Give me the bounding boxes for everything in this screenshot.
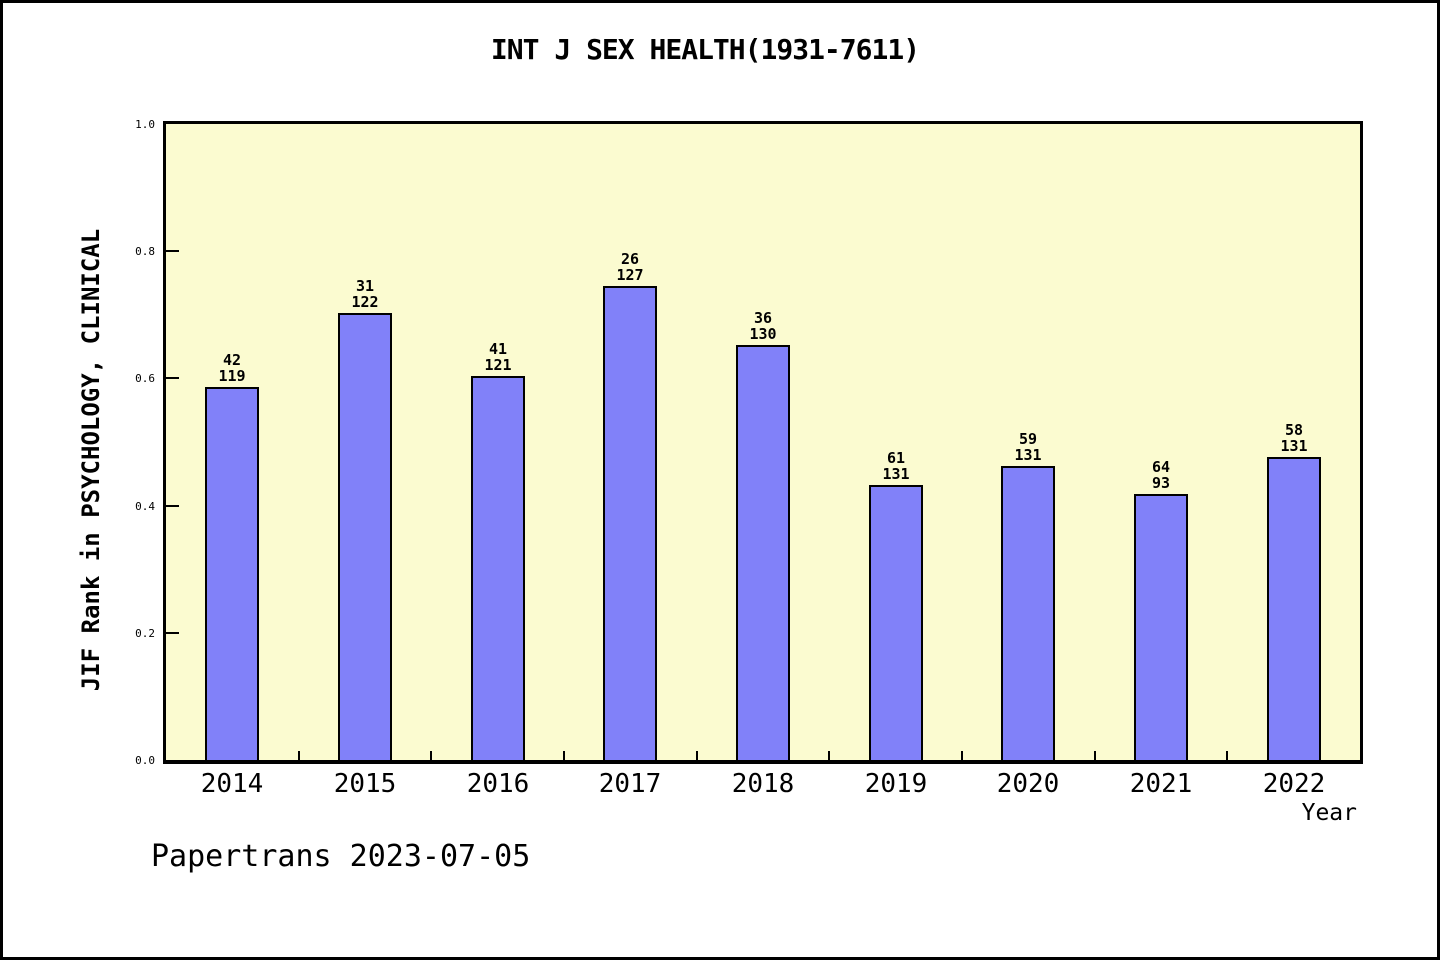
bar-total-value: 119 xyxy=(218,367,246,385)
x-axis-label: Year xyxy=(1301,800,1357,826)
chart-title: INT J SEX HEALTH(1931-7611) xyxy=(490,33,920,66)
plot-area: 42 119 31 122 41 121 26 127 36 130 61 131 59 131 64 93 5… xyxy=(163,121,1363,764)
bar-rank-value: 31 xyxy=(355,277,375,295)
bar-value-label: 59 131 xyxy=(968,431,1088,463)
y-tick-label: 0.4 xyxy=(135,499,155,513)
x-tick-label: 2020 xyxy=(996,769,1060,799)
bar xyxy=(1267,457,1321,760)
bar-rank-value: 64 xyxy=(1151,458,1171,476)
y-tick-label: 0.8 xyxy=(135,245,155,259)
bar xyxy=(1001,466,1055,760)
bar-value-label: 58 131 xyxy=(1234,422,1354,454)
bar xyxy=(736,345,790,760)
x-tick-mark xyxy=(828,751,831,760)
bar-total-value: 131 xyxy=(882,465,910,483)
bar xyxy=(603,286,657,760)
bar xyxy=(869,485,923,760)
y-tick-label: 0.6 xyxy=(135,372,155,386)
bar xyxy=(1134,494,1188,760)
bar-total-value: 127 xyxy=(616,266,644,284)
x-tick-mark xyxy=(961,751,963,760)
bar-total-value: 131 xyxy=(1014,446,1042,464)
x-tick-mark xyxy=(1226,751,1229,760)
bar-rank-value: 42 xyxy=(222,351,242,369)
x-tick-mark xyxy=(563,751,565,760)
bar-rank-value: 59 xyxy=(1018,430,1038,448)
x-tick-label: 2022 xyxy=(1262,769,1326,799)
y-tick-mark xyxy=(166,631,179,634)
bar-value-label: 41 121 xyxy=(438,341,558,373)
x-tick-mark xyxy=(1093,751,1096,760)
watermark-text: Papertrans 2023-07-05 xyxy=(151,839,531,874)
bar-total-value: 131 xyxy=(1280,437,1308,455)
x-tick-mark xyxy=(297,751,300,760)
x-tick-mark xyxy=(430,751,433,760)
bar-rank-value: 26 xyxy=(620,250,640,268)
bar-total-value: 121 xyxy=(484,356,512,374)
x-tick-label: 2019 xyxy=(864,769,928,799)
bar xyxy=(205,387,259,760)
bar-rank-value: 36 xyxy=(753,309,773,327)
bar-rank-value: 41 xyxy=(488,340,508,358)
bar-value-label: 61 131 xyxy=(836,450,956,482)
bar-value-label: 31 122 xyxy=(305,278,425,310)
y-axis-label: JIF Rank in PSYCHOLOGY, CLINICAL xyxy=(77,228,105,692)
x-tick-mark xyxy=(695,751,698,760)
bar-total-value: 93 xyxy=(1151,474,1171,492)
x-tick-label: 2018 xyxy=(731,769,795,799)
bar-total-value: 130 xyxy=(749,325,777,343)
bar-total-value: 122 xyxy=(351,293,379,311)
bar xyxy=(338,313,392,760)
y-tick-label: 1.0 xyxy=(135,118,155,131)
x-tick-label: 2015 xyxy=(333,769,397,799)
bar-value-label: 64 93 xyxy=(1101,459,1221,491)
bar-value-label: 42 119 xyxy=(172,352,292,384)
x-tick-label: 2017 xyxy=(598,769,662,799)
y-tick-mark xyxy=(166,250,179,253)
bar-rank-value: 61 xyxy=(886,449,906,467)
x-tick-label: 2021 xyxy=(1129,769,1193,799)
y-tick-mark xyxy=(166,504,179,507)
bar xyxy=(471,376,525,760)
y-tick-mark xyxy=(166,377,179,380)
x-tick-label: 2014 xyxy=(200,769,264,799)
y-tick-label: 0.0 xyxy=(135,754,155,767)
bar-rank-value: 58 xyxy=(1284,421,1304,439)
y-tick-label: 0.2 xyxy=(135,626,155,640)
bar-value-label: 36 130 xyxy=(703,310,823,342)
x-tick-label: 2016 xyxy=(466,769,530,799)
bar-value-label: 26 127 xyxy=(570,251,690,283)
